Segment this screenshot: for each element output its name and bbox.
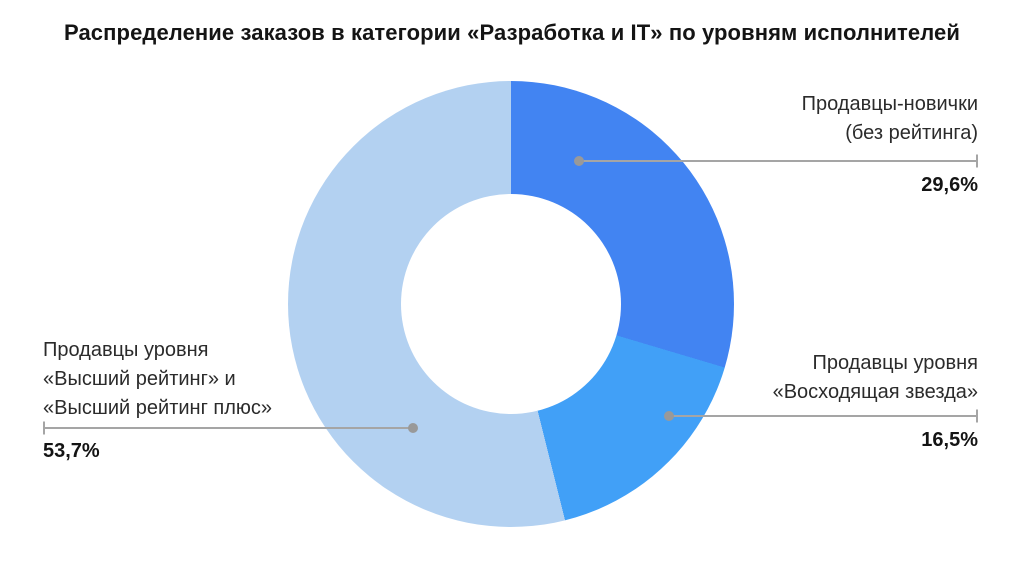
- leader-tick-newbies: [976, 154, 978, 168]
- donut-chart: [288, 81, 734, 527]
- callout-label-rising-star: Продавцы уровня «Восходящая звезда»: [773, 349, 978, 407]
- callout-label-line: Продавцы уровня: [43, 339, 209, 361]
- callout-value-top-rated: 53,7%: [43, 440, 100, 462]
- chart-title: Распределение заказов в категории «Разра…: [63, 20, 961, 45]
- donut-hole: [401, 194, 621, 414]
- callout-label-line: Продавцы-новички: [801, 93, 978, 115]
- leader-line-rising-star: [664, 409, 978, 423]
- leader-line-top-rated: [43, 421, 418, 435]
- callout-label-line: Продавцы уровня: [812, 352, 978, 374]
- leader-dot-newbies: [574, 156, 584, 166]
- callout-value-rising-star: 16,5%: [921, 429, 978, 451]
- leader-dot-top-rated: [408, 423, 418, 433]
- leader-line-newbies: [574, 154, 978, 168]
- callout-label-line: «Восходящая звезда»: [772, 381, 978, 403]
- callout-value-newbies: 29,6%: [921, 174, 978, 196]
- callout-label-top-rated: Продавцы уровня «Высший рейтинг» и «Высш…: [43, 336, 272, 423]
- callout-label-newbies: Продавцы-новички (без рейтинга): [802, 90, 978, 148]
- callout-label-line: «Высший рейтинг» и: [43, 368, 236, 390]
- callout-label-line: (без рейтинга): [845, 122, 978, 144]
- callout-label-line: «Высший рейтинг плюс»: [43, 397, 273, 419]
- leader-tick-rising-star: [976, 409, 978, 423]
- leader-dot-rising-star: [664, 411, 674, 421]
- leader-tick-top-rated: [43, 421, 45, 435]
